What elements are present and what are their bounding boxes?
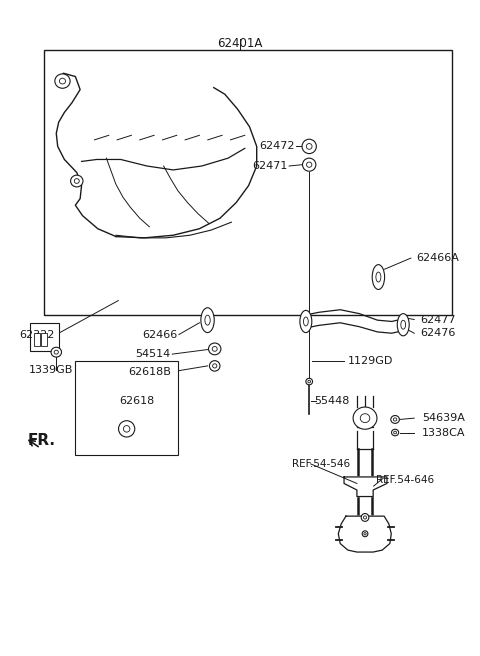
Ellipse shape: [353, 407, 377, 429]
Ellipse shape: [303, 317, 308, 326]
Ellipse shape: [54, 350, 59, 354]
Ellipse shape: [361, 514, 369, 522]
Text: 62618B: 62618B: [128, 367, 171, 377]
Ellipse shape: [201, 308, 214, 333]
Text: 62401A: 62401A: [217, 37, 263, 51]
Bar: [75, 361, 178, 455]
Ellipse shape: [302, 139, 316, 154]
Text: 1338CA: 1338CA: [422, 428, 466, 438]
Text: 62466A: 62466A: [417, 253, 459, 263]
Ellipse shape: [360, 414, 370, 422]
Ellipse shape: [51, 347, 61, 357]
Ellipse shape: [306, 144, 312, 150]
Ellipse shape: [300, 310, 312, 333]
Text: 62322: 62322: [20, 329, 55, 340]
Ellipse shape: [362, 531, 368, 537]
Ellipse shape: [376, 272, 381, 282]
Ellipse shape: [212, 346, 217, 351]
Ellipse shape: [372, 264, 384, 289]
Ellipse shape: [302, 158, 316, 171]
Bar: [34, 333, 40, 346]
Ellipse shape: [71, 175, 83, 187]
Ellipse shape: [60, 78, 66, 84]
Text: 55448: 55448: [314, 396, 349, 406]
Text: 62476: 62476: [420, 328, 456, 338]
Ellipse shape: [208, 343, 221, 355]
Text: REF.54-546: REF.54-546: [292, 459, 350, 469]
Bar: [40, 333, 47, 346]
Text: 1129GD: 1129GD: [348, 356, 393, 365]
Text: FR.: FR.: [28, 433, 56, 448]
Polygon shape: [338, 516, 391, 552]
Ellipse shape: [394, 431, 396, 434]
Text: 62471: 62471: [252, 161, 288, 171]
Text: 62477: 62477: [420, 314, 456, 325]
Text: 62472: 62472: [259, 142, 295, 152]
Ellipse shape: [394, 418, 397, 421]
Ellipse shape: [392, 429, 399, 436]
Ellipse shape: [213, 364, 217, 368]
Text: 62618: 62618: [119, 396, 154, 406]
Ellipse shape: [205, 315, 210, 325]
Text: 54514: 54514: [135, 349, 171, 359]
Ellipse shape: [397, 314, 409, 336]
Ellipse shape: [55, 74, 70, 89]
Ellipse shape: [306, 379, 312, 385]
Text: 62466: 62466: [143, 329, 178, 340]
Text: REF.54-646: REF.54-646: [376, 474, 434, 485]
Text: 1339GB: 1339GB: [29, 365, 74, 375]
Ellipse shape: [363, 516, 367, 519]
Ellipse shape: [364, 533, 366, 535]
Ellipse shape: [307, 162, 312, 167]
Ellipse shape: [391, 415, 399, 423]
Bar: [30, 323, 59, 351]
Ellipse shape: [308, 380, 311, 383]
Text: 54639A: 54639A: [422, 413, 465, 423]
Polygon shape: [344, 477, 387, 497]
Bar: [44, 51, 452, 315]
Ellipse shape: [209, 361, 220, 371]
Ellipse shape: [119, 420, 135, 437]
Ellipse shape: [74, 178, 79, 184]
Ellipse shape: [401, 320, 406, 329]
Ellipse shape: [123, 426, 130, 432]
